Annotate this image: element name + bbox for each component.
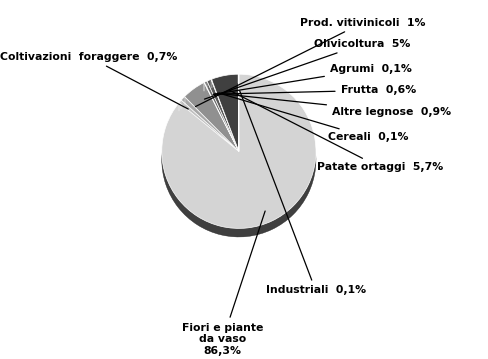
Wedge shape <box>179 100 238 151</box>
Text: Altre legnose  0,9%: Altre legnose 0,9% <box>217 93 450 117</box>
Text: Fiori e piante
da vaso
86,3%: Fiori e piante da vaso 86,3% <box>182 211 264 356</box>
Text: Industriali  0,1%: Industriali 0,1% <box>239 91 365 295</box>
Wedge shape <box>181 97 238 151</box>
Wedge shape <box>179 109 238 160</box>
Wedge shape <box>211 88 238 160</box>
Wedge shape <box>206 79 238 151</box>
Text: Frutta  0,6%: Frutta 0,6% <box>214 85 415 95</box>
Wedge shape <box>184 91 238 160</box>
Wedge shape <box>203 91 238 160</box>
Text: Patate ortaggi  5,7%: Patate ortaggi 5,7% <box>229 90 442 172</box>
Wedge shape <box>206 88 238 160</box>
Text: Coltivazioni  foraggere  0,7%: Coltivazioni foraggere 0,7% <box>0 52 188 109</box>
Text: Agrumi  0,1%: Agrumi 0,1% <box>213 64 411 94</box>
Wedge shape <box>211 83 238 160</box>
Wedge shape <box>184 83 238 151</box>
Text: Prod. vitivinicoli  1%: Prod. vitivinicoli 1% <box>195 18 425 107</box>
Wedge shape <box>162 74 315 228</box>
Wedge shape <box>162 83 315 237</box>
Wedge shape <box>203 82 238 151</box>
Text: Cereali  0,1%: Cereali 0,1% <box>219 93 407 143</box>
Text: Olivicoltura  5%: Olivicoltura 5% <box>204 39 409 99</box>
Wedge shape <box>204 81 238 151</box>
Wedge shape <box>211 79 238 151</box>
Wedge shape <box>211 74 238 151</box>
Wedge shape <box>204 90 238 160</box>
Wedge shape <box>181 105 238 160</box>
